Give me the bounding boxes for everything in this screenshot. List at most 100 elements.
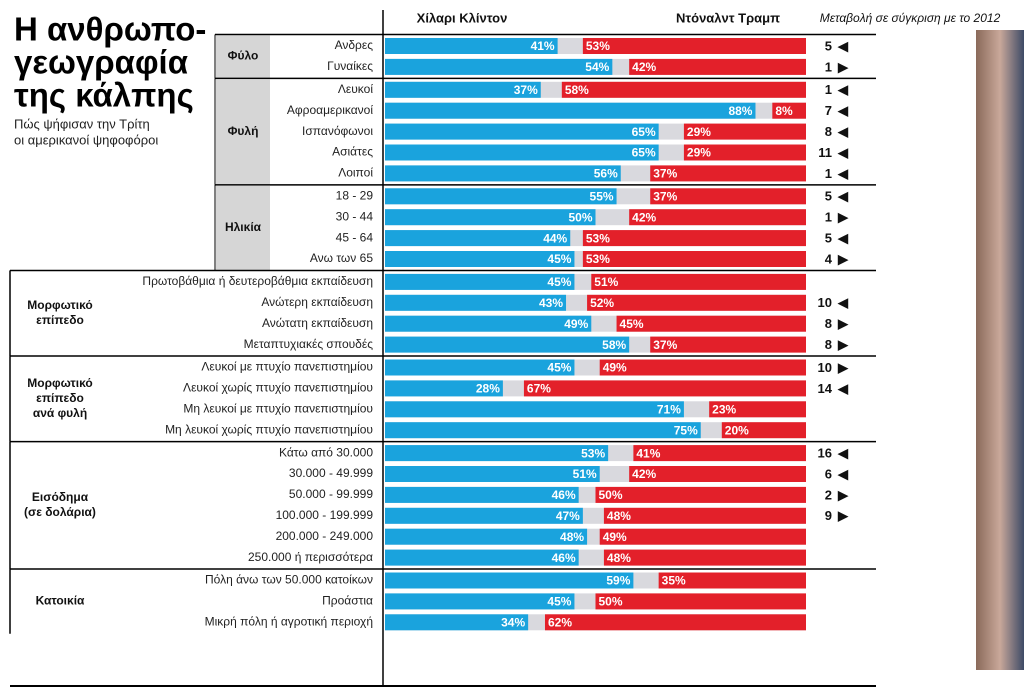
bar-trump [709,401,806,418]
value-label: 50% [599,595,623,609]
group-box [216,79,270,185]
bar-trump [650,188,806,205]
value-label: 51% [573,467,597,481]
bar-trump [603,507,806,524]
value-label: 37% [653,167,677,181]
bar-clinton [385,380,503,397]
bar-trump [544,614,806,631]
value-label: 52% [590,296,614,310]
change-value: 1 [825,59,832,74]
change-arrow: ◀ [837,231,849,246]
bar-clinton [385,486,579,503]
row-label: Ανώτερη εκπαίδευση [261,295,373,309]
value-label: 49% [603,361,627,375]
value-label: 48% [607,551,631,565]
change-value: 10 [818,295,832,310]
bar-trump [582,251,806,267]
value-label: 8% [775,104,793,118]
subtitle: οι αμερικανοί ψηφοφόροι [14,132,158,147]
group-box [216,35,270,79]
bar-clinton [385,251,575,267]
bar-trump [772,102,806,119]
value-label: 45% [547,275,571,289]
value-label: 23% [712,402,736,416]
bar-clinton [385,359,575,376]
value-label: 88% [728,104,752,118]
row-label: 30 - 44 [336,209,374,223]
value-label: 42% [632,210,656,224]
value-label: 56% [594,167,618,181]
bar-trump [603,549,806,566]
title: Η ανθρωπο- [14,11,206,48]
bar-clinton [385,572,634,589]
change-arrow: ◀ [837,124,849,139]
change-arrow: ▶ [837,59,849,74]
bar-clinton [385,209,596,226]
bar-clinton [385,123,659,140]
bar-clinton [385,38,558,54]
change-arrow: ▶ [837,337,849,352]
change-value: 1 [825,210,832,225]
group-label: Εισόδημα [32,490,89,504]
row-label: Λευκοί με πτυχίο πανεπιστημίου [201,360,373,374]
bar-clinton [385,422,701,439]
group-label: Μορφωτικό [27,376,92,390]
subtitle: Πώς ψήφισαν την Τρίτη [14,116,150,131]
change-value: 1 [825,166,832,181]
value-label: 53% [581,446,605,460]
value-label: 41% [531,39,555,53]
value-label: 67% [527,382,551,396]
value-label: 50% [599,488,623,502]
change-arrow: ▶ [837,251,849,266]
value-label: 49% [603,530,627,544]
bar-clinton [385,593,575,610]
bar-trump [599,528,806,545]
value-label: 35% [662,574,686,588]
change-value: 8 [825,316,832,331]
change-value: 16 [818,446,832,461]
group-label: Φυλή [228,124,259,138]
row-label: Ασιάτες [332,145,373,159]
group-label: Κατοικία [36,594,85,608]
bar-trump [616,315,806,332]
value-label: 75% [674,423,698,437]
change-arrow: ◀ [837,189,849,204]
value-label: 58% [602,338,626,352]
bar-trump [633,445,806,462]
change-value: 8 [825,124,832,139]
value-label: 45% [547,361,571,375]
row-label: Αφροαμερικανοί [287,103,373,117]
change-value: 5 [825,231,832,246]
photo [976,30,1024,670]
value-label: 28% [476,382,500,396]
bar-clinton [385,188,617,205]
bar-trump [591,273,806,290]
bar-trump [721,422,806,439]
change-value: 9 [825,508,832,523]
value-label: 49% [564,317,588,331]
value-label: 51% [594,275,618,289]
bar-clinton [385,294,567,311]
group-label: Ηλικία [225,220,262,234]
value-label: 45% [547,252,571,266]
bar-trump [650,165,806,182]
row-label: 45 - 64 [336,230,374,244]
change-arrow: ◀ [837,466,849,481]
change-value: 5 [825,38,832,53]
row-label: 100.000 - 199.999 [276,508,374,522]
change-arrow: ▶ [837,487,849,502]
value-label: 46% [552,488,576,502]
bar-trump [658,572,806,589]
value-label: 42% [632,467,656,481]
row-label: Λοιποί [338,166,373,180]
bar-trump [523,380,806,397]
change-value: 5 [825,189,832,204]
row-label: Μη λευκοί με πτυχίο πανεπιστημίου [183,401,373,415]
title: γεωγραφία [14,44,188,81]
row-label: Ανω των 65 [310,251,373,265]
value-label: 53% [586,231,610,245]
value-label: 45% [620,317,644,331]
row-label: 30.000 - 49.999 [289,466,373,480]
row-label: 50.000 - 99.999 [289,487,373,501]
value-label: 50% [568,210,592,224]
